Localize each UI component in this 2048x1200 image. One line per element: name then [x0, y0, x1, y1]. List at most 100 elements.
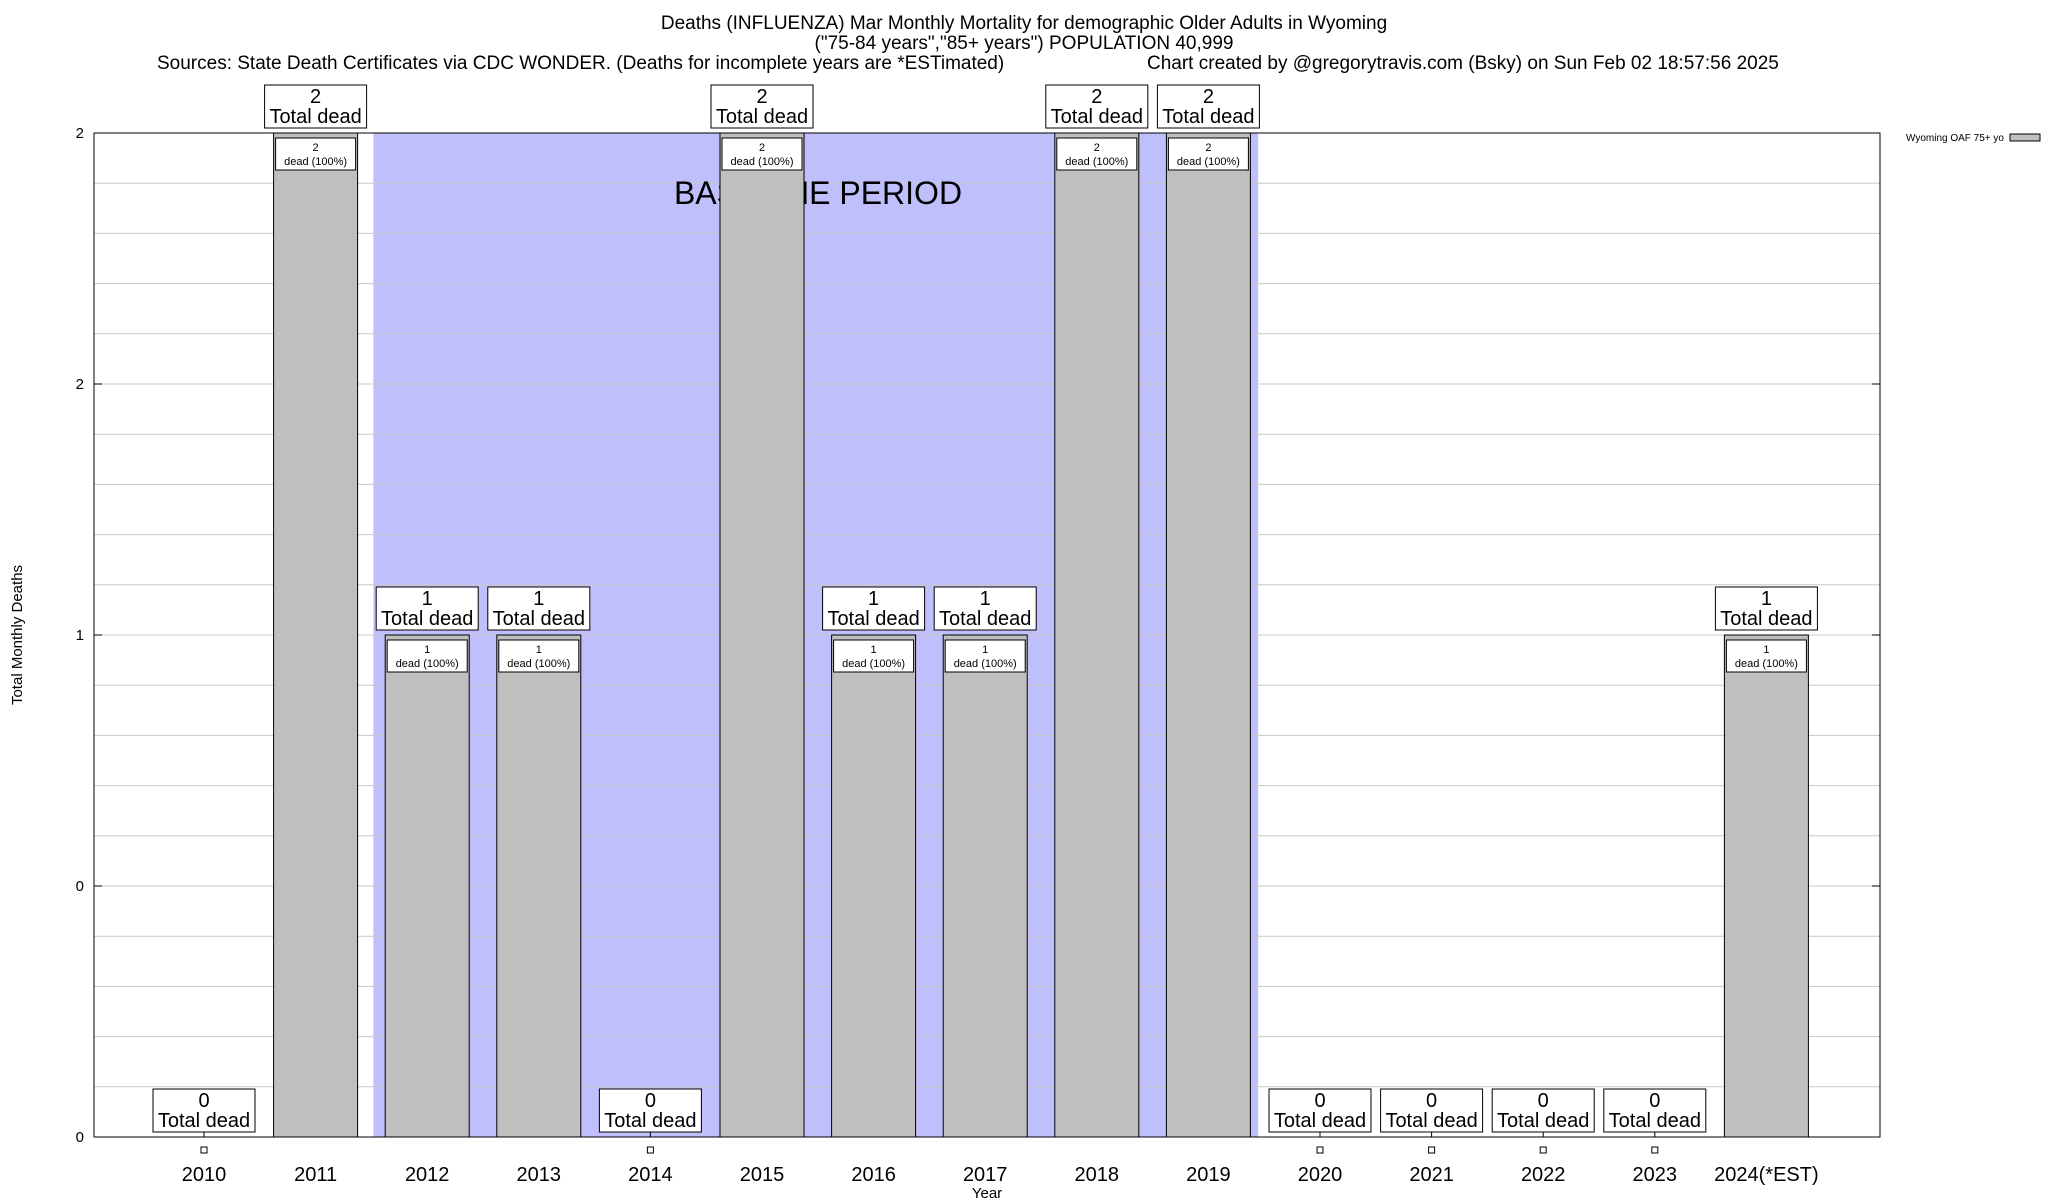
zero-marker [1428, 1146, 1436, 1154]
total-value-label: 2 [1203, 86, 1214, 108]
bar-caption-label: dead (100%) [1735, 658, 1798, 670]
bar-label-box [1167, 137, 1249, 171]
chart-credit: Chart created by @gregorytravis.com (Bsk… [1147, 53, 1779, 74]
bar [831, 634, 917, 1138]
total-label-box [822, 586, 926, 631]
bar-label-box [1725, 639, 1807, 673]
x-tick-label: 2020 [1298, 1164, 1343, 1186]
chart-title-line-2: ("75-84 years","85+ years") POPULATION 4… [814, 33, 1234, 54]
total-value-label: 1 [868, 588, 879, 610]
bar-value-label: 1 [536, 644, 542, 656]
bar [384, 634, 470, 1138]
bar-label-box [944, 639, 1026, 673]
x-tick-label: 2011 [294, 1164, 337, 1186]
bar [496, 634, 582, 1138]
y-tick-label: 0 [76, 878, 84, 895]
total-value-label: 1 [980, 588, 991, 610]
total-caption-label: Total dead [493, 608, 585, 630]
total-label-box [1156, 84, 1260, 129]
bar-value-label: 2 [1094, 142, 1100, 154]
total-value-label: 0 [1314, 1090, 1325, 1112]
bar [719, 132, 805, 1138]
x-tick-label: 2016 [851, 1164, 896, 1186]
legend-label: Wyoming OAF 75+ yo [1906, 133, 2004, 144]
total-value-label: 1 [422, 588, 433, 610]
bar-caption-label: dead (100%) [1177, 156, 1240, 168]
bar-caption-label: dead (100%) [507, 658, 570, 670]
total-caption-label: Total dead [604, 1110, 696, 1132]
bar-caption-label: dead (100%) [284, 156, 347, 168]
chart-sources: Sources: State Death Certificates via CD… [157, 53, 1005, 74]
total-caption-label: Total dead [381, 608, 473, 630]
zero-marker [646, 1146, 654, 1154]
total-caption-label: Total dead [939, 608, 1031, 630]
x-tick-label: 2010 [182, 1164, 227, 1186]
bar [1165, 132, 1251, 1138]
y-tick-label: 1 [76, 627, 84, 644]
bar-label-box [1056, 137, 1138, 171]
x-tick-label: 2012 [405, 1164, 450, 1186]
y-tick-label: 2 [76, 125, 84, 142]
total-label-box [1491, 1088, 1595, 1133]
total-value-label: 0 [1426, 1090, 1437, 1112]
total-label-box [710, 84, 814, 129]
total-caption-label: Total dead [158, 1110, 250, 1132]
x-tick-label: 2019 [1186, 1164, 1231, 1186]
chart-title-line-1: Deaths (INFLUENZA) Mar Monthly Mortality… [660, 13, 1388, 34]
zero-marker [1651, 1146, 1659, 1154]
total-value-label: 2 [756, 86, 767, 108]
total-label-box [264, 84, 368, 129]
x-tick-label: 2024(*EST) [1714, 1164, 1819, 1186]
total-caption-label: Total dead [1720, 608, 1812, 630]
total-value-label: 0 [645, 1090, 656, 1112]
bar-label-box [833, 639, 915, 673]
zero-marker [1316, 1146, 1324, 1154]
bar-caption-label: dead (100%) [731, 156, 794, 168]
zero-marker [1539, 1146, 1547, 1154]
legend-swatch [2009, 133, 2041, 142]
x-tick-label: 2017 [963, 1164, 1008, 1186]
total-label-box [487, 586, 591, 631]
total-caption-label: Total dead [827, 608, 919, 630]
bar-value-label: 2 [759, 142, 765, 154]
total-label-box [152, 1088, 256, 1133]
total-value-label: 0 [1649, 1090, 1660, 1112]
bar [273, 132, 359, 1138]
bar-label-box [275, 137, 357, 171]
total-value-label: 2 [1091, 86, 1102, 108]
total-label-box [1603, 1088, 1707, 1133]
bar-value-label: 1 [424, 644, 430, 656]
total-value-label: 0 [1538, 1090, 1549, 1112]
total-caption-label: Total dead [1609, 1110, 1701, 1132]
bar-label-box [386, 639, 468, 673]
zero-marker [200, 1146, 208, 1154]
bar [1054, 132, 1140, 1138]
total-value-label: 0 [198, 1090, 209, 1112]
total-caption-label: Total dead [269, 106, 361, 128]
total-caption-label: Total dead [1385, 1110, 1477, 1132]
x-axis-label: Year [972, 1185, 1002, 1200]
bar-caption-label: dead (100%) [954, 658, 1017, 670]
total-label-box [1714, 586, 1818, 631]
x-tick-label: 2018 [1075, 1164, 1120, 1186]
total-caption-label: Total dead [1162, 106, 1254, 128]
total-caption-label: Total dead [1497, 1110, 1589, 1132]
total-label-box [1268, 1088, 1372, 1133]
bar-caption-label: dead (100%) [1065, 156, 1128, 168]
total-caption-label: Total dead [1051, 106, 1143, 128]
total-label-box [598, 1088, 702, 1133]
bar-value-label: 2 [1205, 142, 1211, 154]
total-value-label: 1 [1761, 588, 1772, 610]
y-axis-label: Total Monthly Deaths [9, 565, 26, 705]
total-caption-label: Total dead [1274, 1110, 1366, 1132]
bar [942, 634, 1028, 1138]
total-label-box [933, 586, 1037, 631]
x-tick-label: 2023 [1633, 1164, 1678, 1186]
total-label-box [375, 586, 479, 631]
bar [1723, 634, 1809, 1138]
bar-value-label: 1 [871, 644, 877, 656]
x-tick-label: 2022 [1521, 1164, 1566, 1186]
y-tick-label: 0 [76, 1129, 84, 1146]
total-label-box [1045, 84, 1149, 129]
